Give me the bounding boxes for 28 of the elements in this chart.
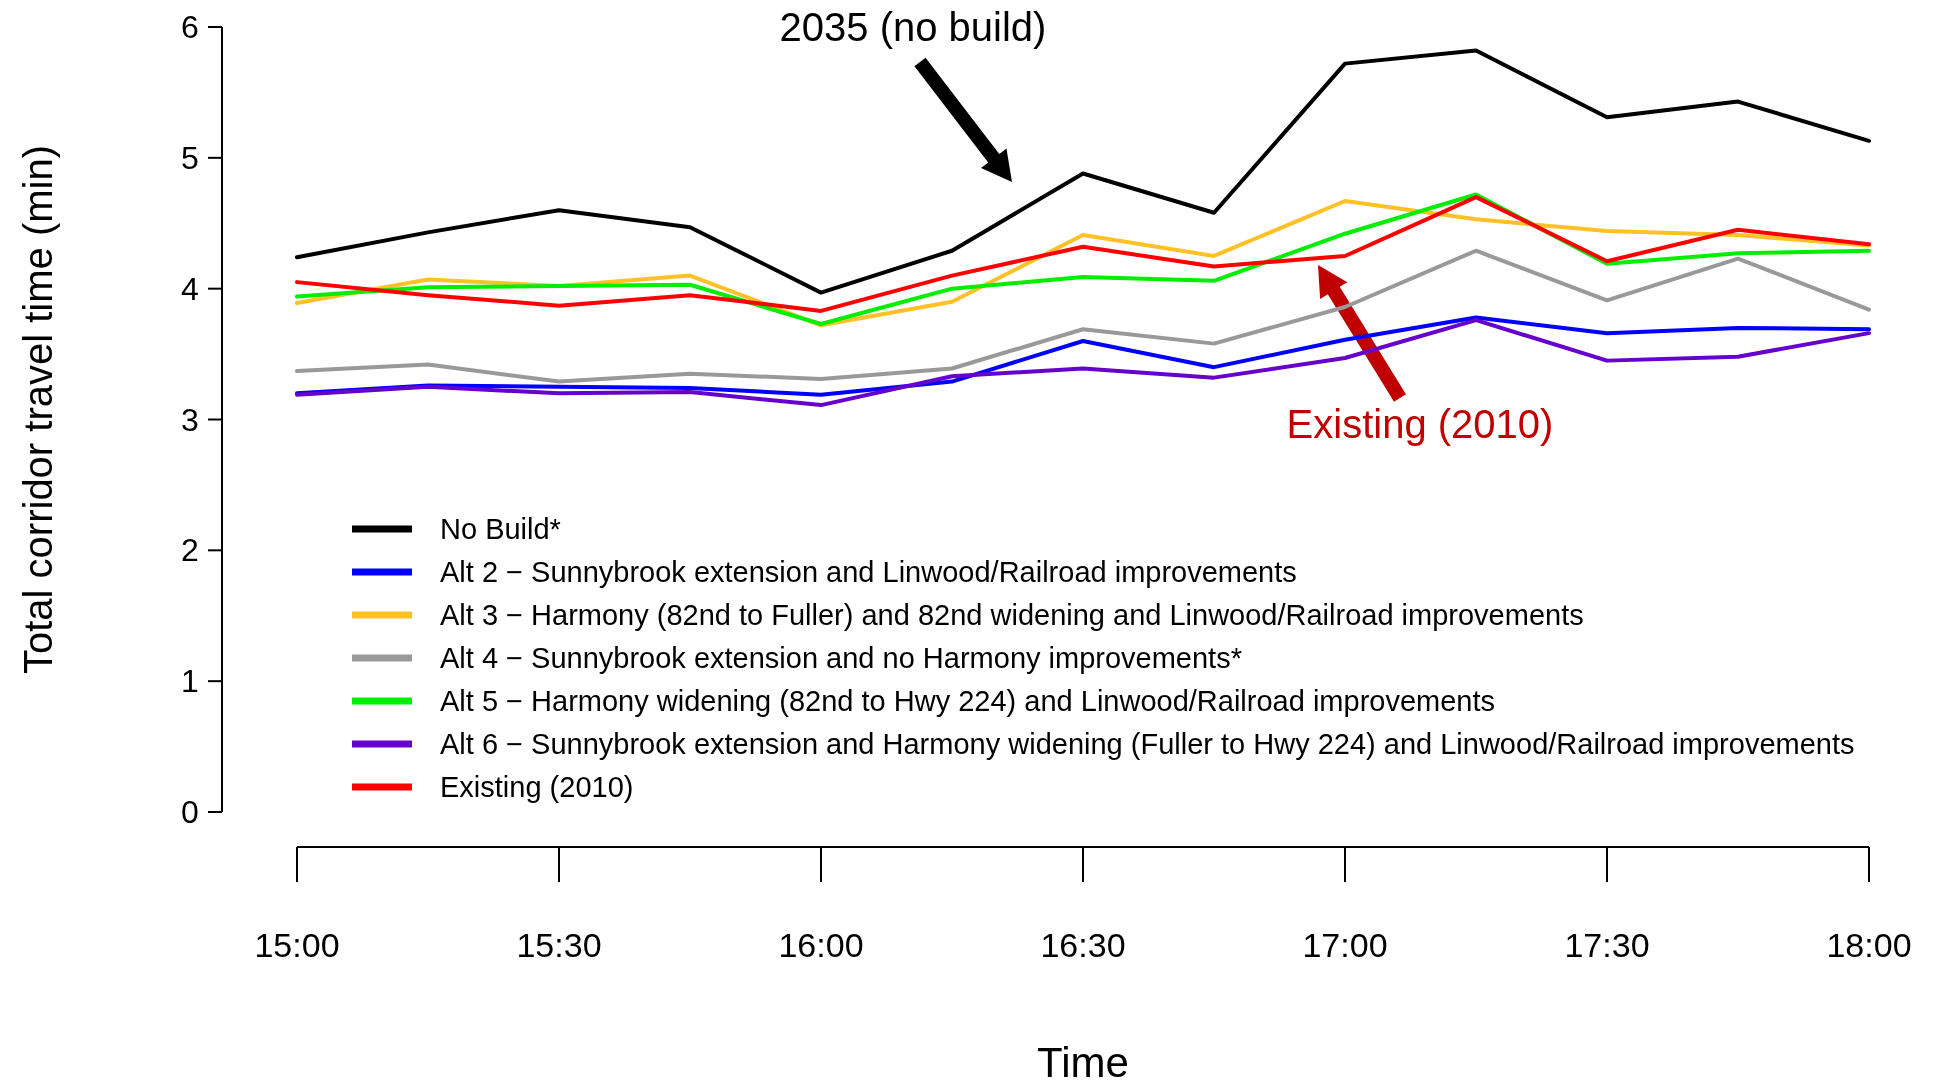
x-tick-label: 15:30	[516, 926, 602, 964]
legend-label: Alt 4 − Sunnybrook extension and no Harmony improvements*	[440, 642, 1242, 674]
y-tick-label: 5	[181, 139, 199, 176]
x-tick-label: 16:30	[1040, 926, 1126, 964]
y-tick-label: 0	[181, 794, 199, 830]
y-tick-label: 1	[181, 663, 199, 700]
legend-label: Existing (2010)	[440, 771, 634, 803]
legend-label: No Build*	[440, 513, 561, 545]
line-series	[295, 248, 1871, 384]
legend-label: Alt 2 − Sunnybrook extension and Linwood/Railroad improvements	[440, 556, 1297, 588]
line-series	[295, 48, 1871, 295]
x-tick-label: 17:00	[1302, 926, 1388, 964]
y-axis-title: Total corridor travel time (min)	[16, 144, 60, 675]
x-tick-label: 16:00	[778, 926, 864, 964]
x-tick-label: 18:00	[1826, 926, 1912, 964]
y-tick-label: 4	[181, 270, 199, 307]
y-tick-label: 3	[181, 401, 199, 438]
line-series	[295, 318, 1871, 408]
x-tick-label: 15:00	[254, 926, 340, 964]
legend-label: Alt 5 − Harmony widening (82nd to Hwy 224) and Linwood/Railroad improvements	[440, 685, 1496, 717]
legend-label: Alt 3 − Harmony (82nd to Fuller) and 82nd widening and Linwood/Railroad improvements	[440, 599, 1584, 631]
y-tick-label: 6	[181, 9, 199, 45]
y-tick-label: 2	[181, 532, 199, 569]
annotation: 2035 (no build)	[779, 5, 1047, 49]
x-tick-label: 17:30	[1564, 926, 1650, 964]
legend-label: Alt 6 − Sunnybrook extension and Harmony widening (Fuller to Hwy 224) and Linwood/Railroad improvements	[440, 728, 1855, 760]
annotation: Existing (2010)	[1286, 402, 1554, 446]
x-axis-title: Time	[1037, 1038, 1129, 1081]
